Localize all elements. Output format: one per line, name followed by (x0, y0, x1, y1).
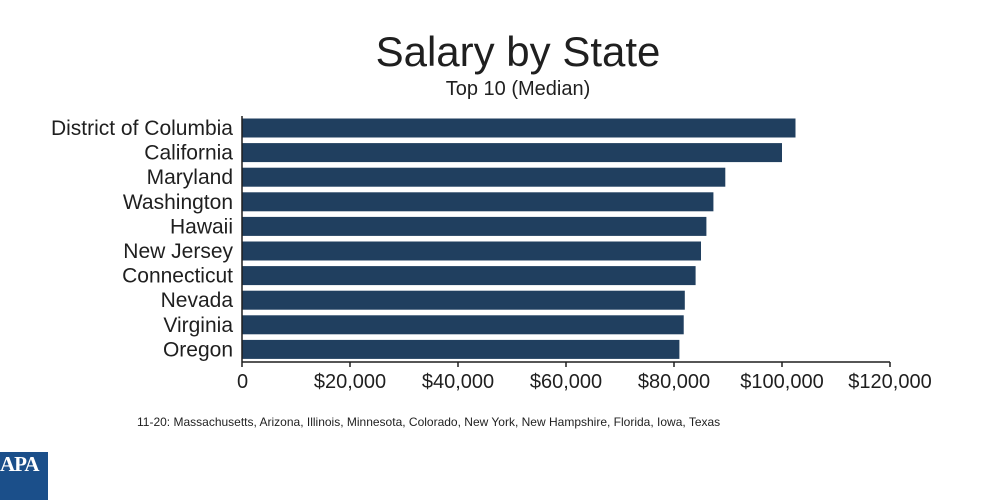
category-label-connecticut: Connecticut (122, 265, 233, 288)
chart-title: Salary by State (376, 28, 661, 75)
footnote: 11-20: Massachusetts, Arizona, Illinois,… (137, 415, 720, 429)
category-label-maryland: Maryland (147, 166, 233, 189)
category-label-oregon: Oregon (163, 338, 233, 361)
category-label-hawaii: Hawaii (170, 215, 233, 238)
apa-logo: APA (0, 452, 48, 500)
x-axis: 0 $20,000 $40,000 $60,000 $80,000 $100,000 $12… (237, 116, 932, 393)
x-tick-label: $120,000 (848, 371, 931, 393)
x-tick-label: $40,000 (422, 371, 494, 393)
bar-oregon (242, 339, 680, 359)
bar-nevada (242, 290, 685, 310)
bar-washington (242, 192, 714, 212)
chart-subtitle: Top 10 (Median) (446, 78, 591, 100)
category-label-nevada: Nevada (161, 289, 234, 312)
x-tick-label: $80,000 (638, 371, 710, 393)
bars-layer (242, 118, 796, 359)
x-tick-label: 0 (237, 371, 248, 393)
bar-connecticut (242, 266, 696, 286)
category-label-washington: Washington (123, 191, 233, 214)
category-label-california: California (144, 142, 233, 165)
bar-maryland (242, 167, 726, 187)
category-label-virginia: Virginia (163, 314, 233, 337)
category-labels: District of ColumbiaCaliforniaMarylandWa… (51, 117, 234, 361)
bar-hawaii (242, 216, 707, 236)
bar-new-jersey (242, 241, 701, 261)
category-label-new-jersey: New Jersey (123, 240, 233, 263)
category-label-district-of-columbia: District of Columbia (51, 117, 233, 140)
bar-district-of-columbia (242, 118, 796, 138)
x-tick-label: $20,000 (314, 371, 386, 393)
bar-virginia (242, 315, 684, 335)
bar-california (242, 143, 782, 163)
x-tick-label: $60,000 (530, 371, 602, 393)
x-tick-label: $100,000 (740, 371, 823, 393)
